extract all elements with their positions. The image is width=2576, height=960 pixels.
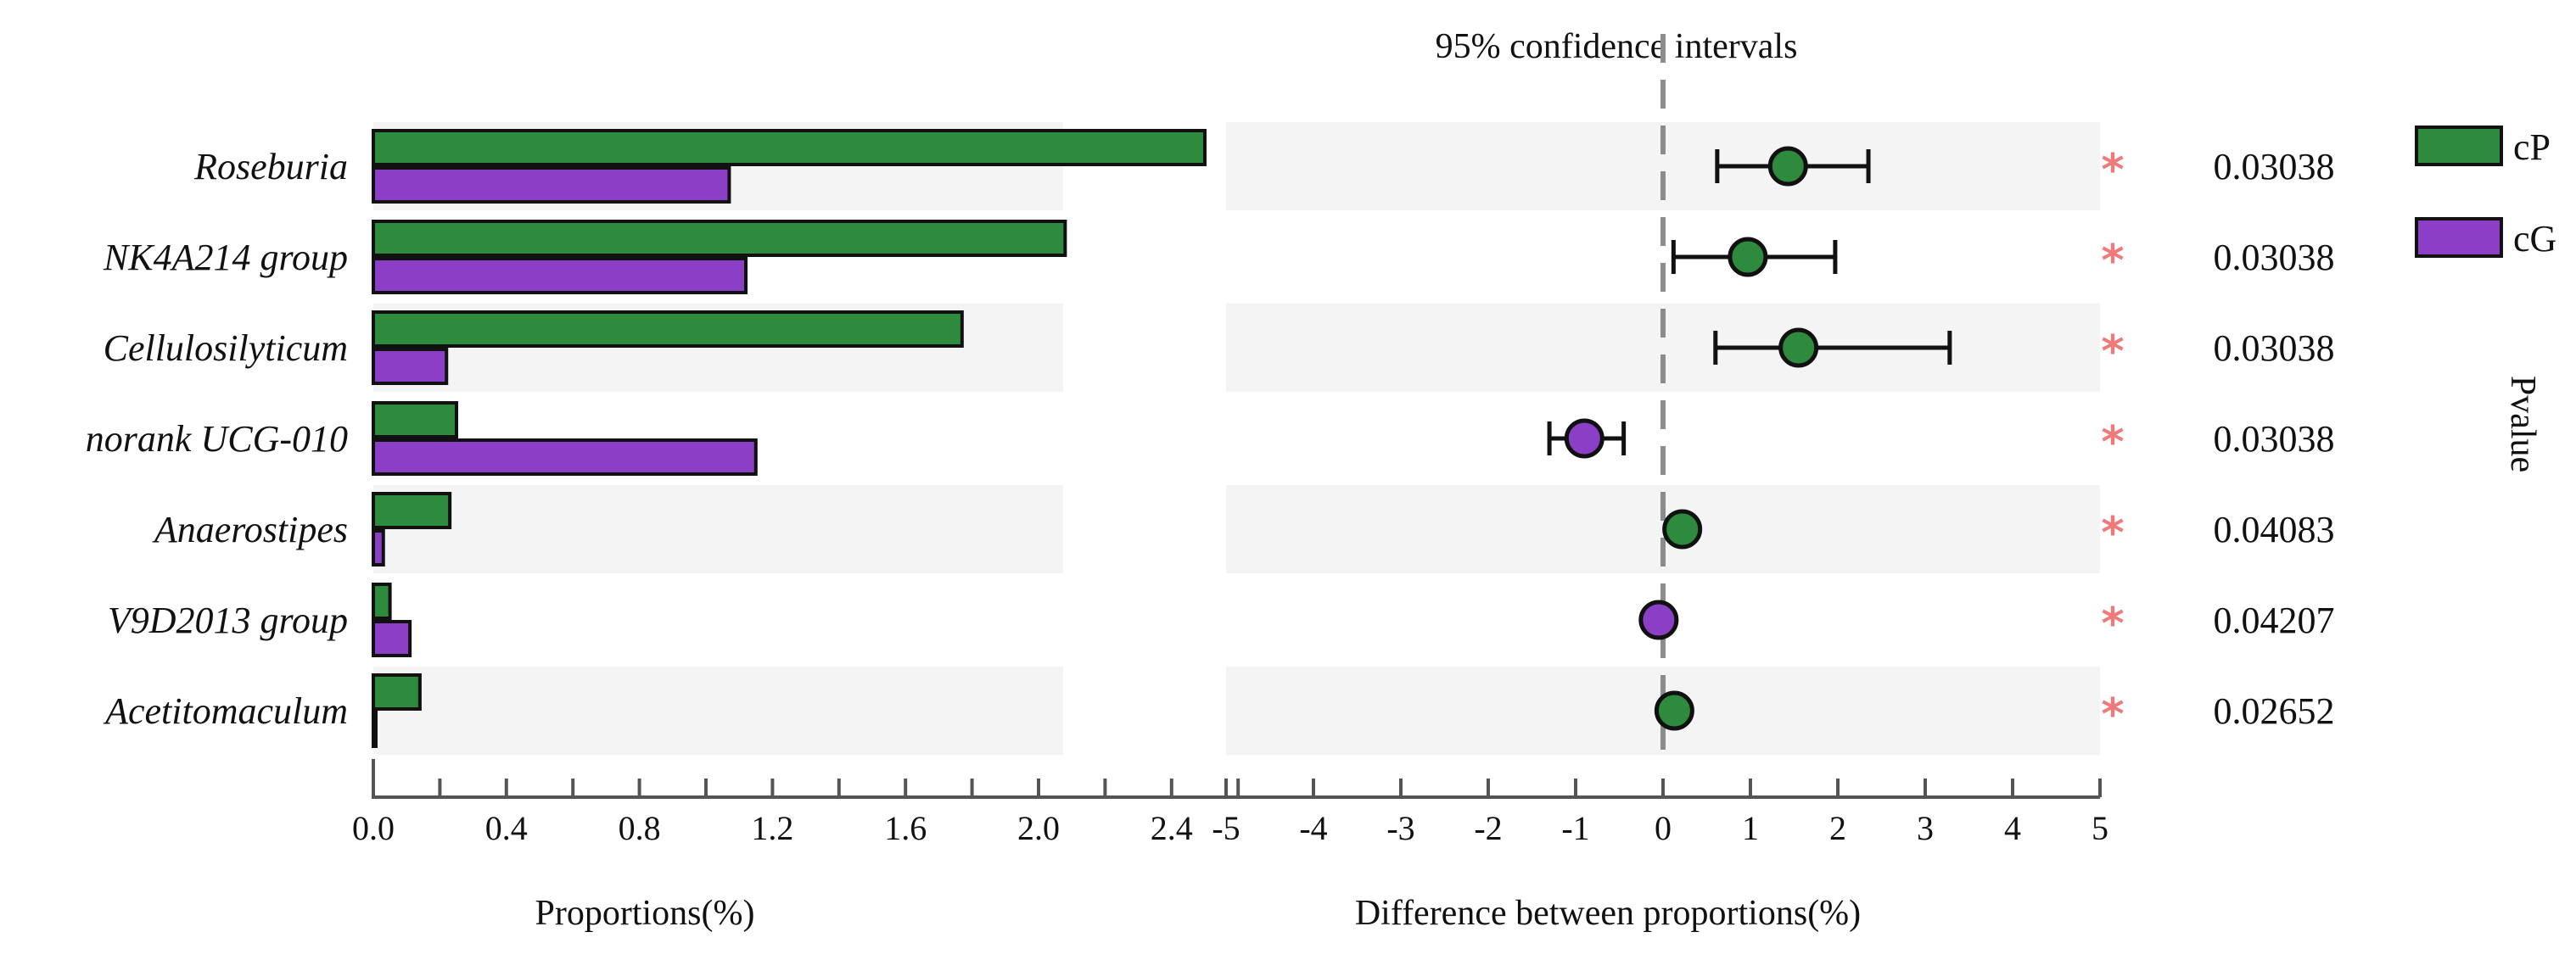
tick-label: 5: [2092, 809, 2108, 847]
tick-label: 0.4: [485, 809, 528, 847]
tick-label: -1: [1561, 809, 1589, 847]
ci-point: [1767, 146, 1808, 187]
tick-label: 2.4: [1151, 809, 1193, 847]
ci-point: [1564, 418, 1604, 459]
bar-cG: [372, 166, 731, 204]
bars: [372, 129, 1207, 748]
tick-label: -5: [1212, 809, 1240, 847]
tick-label: 0.8: [619, 809, 661, 847]
bar-cG: [372, 529, 385, 567]
tick-label: -3: [1386, 809, 1414, 847]
tick-label: 1.2: [751, 809, 793, 847]
significance-stars: * * * * * * *: [2101, 145, 2124, 740]
ci-point: [1654, 690, 1694, 731]
legend-label-cG: cG: [2513, 218, 2556, 260]
tick-label: -4: [1299, 809, 1327, 847]
significance-star: *: [2101, 145, 2124, 196]
ci-point: [1638, 600, 1679, 640]
significance-star: *: [2101, 417, 2124, 468]
row-bands: [1226, 122, 2100, 755]
ci-point: [1662, 509, 1703, 550]
tick-label: -2: [1474, 809, 1502, 847]
legend-swatch-cP: [2415, 126, 2503, 166]
pvalue-label: 0.04207: [2214, 600, 2335, 641]
significance-star: *: [2101, 599, 2124, 650]
category-label: NK4A214 group: [103, 237, 348, 278]
tick-label: 2.0: [1017, 809, 1060, 847]
pvalue-label: 0.03038: [2214, 237, 2335, 278]
pvalue-axis-label: Pvalue: [2503, 376, 2542, 472]
category-label: Acetitomaculum: [103, 690, 348, 732]
proportions-x-axis: 0.0 0.4 0.8 1.2 1.6 2.0 2.4: [352, 759, 1240, 847]
difference-panel: 95% confidence intervals * * * * * * * 0.03038…: [1212, 27, 2542, 933]
bar-cP: [372, 401, 458, 438]
legend-label-cP: cP: [2513, 126, 2551, 168]
legend-swatch-cG: [2415, 217, 2503, 258]
difference-x-label: Difference between proportions(%): [1355, 894, 1861, 933]
difference-x-axis: -5 -4 -3 -2 -1 0 1 2 3 4 5: [1212, 779, 2108, 847]
significance-star: *: [2101, 327, 2124, 377]
row-band: [373, 667, 1063, 755]
ci-point: [1778, 327, 1819, 368]
bar-cG: [372, 257, 748, 294]
bar-cG: [372, 348, 449, 385]
bar-cG: [372, 438, 758, 476]
bar-cP: [372, 129, 1207, 166]
category-label: Anaerostipes: [152, 509, 348, 550]
tick-label: 0.0: [352, 809, 395, 847]
bar-cP: [372, 673, 422, 711]
ci-point: [1728, 237, 1768, 277]
tick-label: 3: [1917, 809, 1934, 847]
bar-cP: [372, 220, 1067, 257]
tick-label: 0: [1655, 809, 1672, 847]
category-label: Roseburia: [193, 146, 348, 187]
proportions-panel: Roseburia NK4A214 group Cellulosilyticum no…: [86, 122, 1240, 933]
pvalue-label: 0.03038: [2214, 418, 2335, 460]
pvalue-label: 0.02652: [2214, 690, 2335, 732]
pvalue-labels: 0.03038 0.03038 0.03038 0.03038 0.04083 0.042…: [2214, 146, 2335, 732]
bar-cP: [372, 492, 452, 529]
legend: cP cG: [2415, 126, 2556, 260]
proportions-x-label: Proportions(%): [535, 894, 755, 933]
bar-cG: [372, 711, 378, 748]
tick-label: 1.6: [884, 809, 927, 847]
tick-label: 2: [1829, 809, 1846, 847]
pvalue-label: 0.04083: [2214, 509, 2335, 550]
category-labels: Roseburia NK4A214 group Cellulosilyticum no…: [86, 146, 348, 732]
pvalue-label: 0.03038: [2214, 146, 2335, 187]
significance-star: *: [2101, 236, 2124, 287]
pvalue-label: 0.03038: [2214, 327, 2335, 369]
category-label: norank UCG-010: [86, 418, 348, 460]
bar-cP: [372, 310, 964, 348]
ci-points: [1547, 146, 1952, 731]
category-label: Cellulosilyticum: [104, 327, 348, 369]
significance-star: *: [2101, 508, 2124, 559]
row-band: [373, 485, 1063, 573]
significance-star: *: [2101, 689, 2124, 740]
bar-cG: [372, 620, 412, 657]
category-label: V9D2013 group: [108, 600, 348, 641]
ci-title: 95% confidence intervals: [1436, 27, 1798, 66]
tick-label: 1: [1742, 809, 1759, 847]
bar-cP: [372, 583, 392, 620]
tick-label: 4: [2004, 809, 2021, 847]
